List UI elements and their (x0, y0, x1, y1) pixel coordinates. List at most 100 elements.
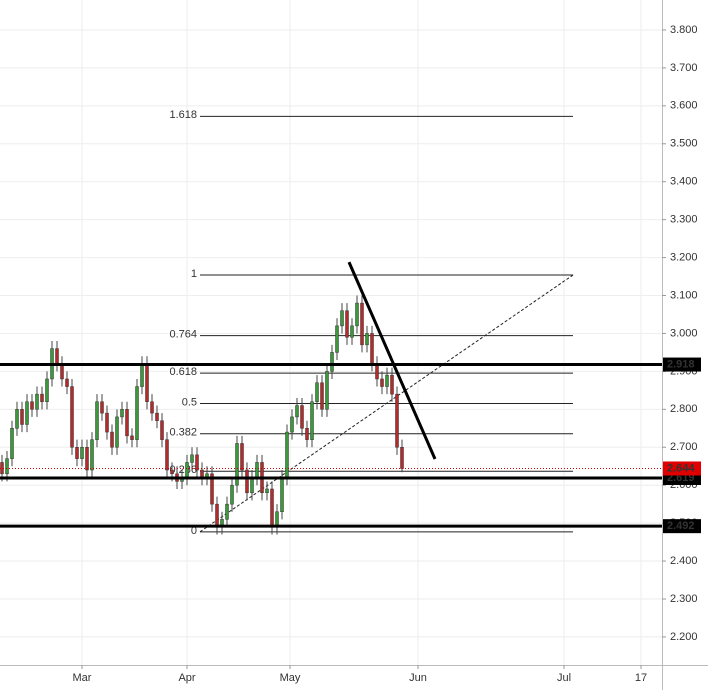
y-tick-label: 2.700 (670, 441, 698, 453)
candle-body (95, 401, 99, 440)
y-tick-label: 2.200 (670, 631, 698, 643)
candle-body (120, 409, 124, 418)
candle-body (360, 302, 364, 346)
candle-body (240, 443, 244, 471)
fib-level-label: 0.382 (169, 427, 197, 439)
candle-body (10, 428, 14, 459)
candle-body (25, 401, 29, 425)
candle-body (90, 439, 94, 471)
candle-body (350, 325, 354, 338)
candle-body (370, 333, 374, 365)
candle-body (195, 454, 199, 471)
candle-body (150, 401, 154, 414)
candle-body (305, 428, 309, 440)
y-tick-label: 2.800 (670, 403, 698, 415)
candle-body (225, 503, 229, 520)
y-tick-label: 3.700 (670, 62, 698, 74)
fib-level-label: 0.764 (169, 329, 197, 341)
candle-body (310, 401, 314, 440)
candle-body (35, 393, 39, 410)
candle-body (275, 511, 279, 528)
candle-body (40, 393, 44, 402)
candle-body (55, 348, 59, 365)
y-tick-label: 2.400 (670, 555, 698, 567)
fib-level-label: 1.618 (169, 109, 197, 121)
candle-body (100, 401, 104, 414)
candle-body (385, 374, 389, 387)
candle-body (110, 431, 114, 448)
candle-body (325, 371, 329, 410)
candle-body (210, 473, 214, 505)
candle-body (65, 378, 69, 387)
candle-body (105, 412, 109, 433)
trendline (347, 261, 437, 460)
candle-body (270, 488, 274, 528)
candle-body (125, 409, 129, 437)
candle-body (135, 386, 139, 440)
candle-body (185, 462, 189, 478)
y-tick-label: 3.500 (670, 138, 698, 150)
candle-body (140, 363, 144, 387)
candle-body (390, 374, 394, 395)
candle-body (75, 447, 79, 459)
y-tick-label: 3.400 (670, 176, 698, 188)
x-tick-label: Jul (557, 672, 571, 684)
candle-body (145, 363, 149, 402)
level-tag-label: 2.492 (667, 520, 695, 532)
y-tick-label: 3.300 (670, 214, 698, 226)
fib-level-label: 0.236 (169, 464, 197, 476)
candle-body (345, 310, 349, 338)
candle-body (215, 503, 219, 528)
candle-body (235, 443, 239, 486)
level-tag (663, 357, 701, 372)
candle-body (335, 325, 339, 353)
candle-body (380, 378, 384, 387)
candle-body (190, 454, 194, 463)
candle-body (85, 447, 89, 471)
candle-body (160, 420, 164, 440)
y-tick-label: 3.600 (670, 100, 698, 112)
candle-body (300, 405, 304, 429)
x-tick-label: 17 (635, 672, 647, 684)
x-tick-label: Mar (73, 672, 92, 684)
level-tag-label: 2.918 (667, 358, 695, 370)
candle-body (15, 409, 19, 429)
candle-body (70, 386, 74, 448)
candle-body (165, 439, 169, 471)
candle-body (245, 469, 249, 494)
candle-body (320, 382, 324, 410)
candle-body (155, 412, 159, 421)
candle-body (20, 409, 24, 425)
last-price-label: 2.644 (667, 462, 695, 474)
fib-level-label: 0 (191, 525, 197, 537)
y-tick-label: 3.800 (670, 24, 698, 36)
candle-body (230, 484, 234, 505)
candle-body (365, 333, 369, 346)
y-tick-label: 3.000 (670, 327, 698, 339)
y-tick-label: 2.300 (670, 593, 698, 605)
candle-body (375, 363, 379, 380)
candle-body (80, 447, 84, 459)
fib-level-label: 0.5 (182, 396, 197, 408)
candle-body (355, 302, 359, 327)
x-tick-label: Apr (178, 672, 195, 684)
candle-body (290, 416, 294, 433)
last-price-tag (663, 461, 701, 476)
candle-body (340, 310, 344, 327)
candle-body (395, 393, 399, 448)
candle-body (200, 469, 204, 478)
candle-body (5, 458, 9, 475)
candle-body (60, 363, 64, 380)
candle-body (130, 435, 134, 440)
y-tick-label: 3.200 (670, 251, 698, 263)
fib-level-label: 1 (191, 268, 197, 280)
candle-body (315, 382, 319, 402)
candle-body (295, 405, 299, 418)
candle-body (400, 447, 404, 469)
level-tag (663, 519, 701, 534)
x-tick-label: May (280, 672, 301, 684)
candle-body (30, 401, 34, 410)
